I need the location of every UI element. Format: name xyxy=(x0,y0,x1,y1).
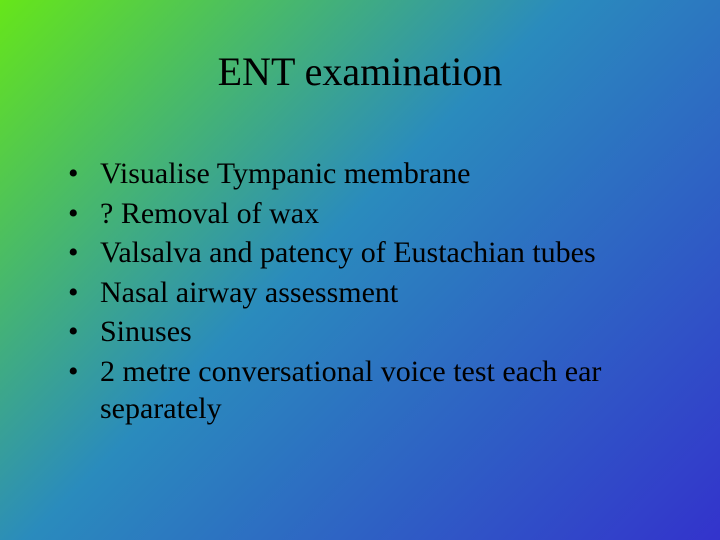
list-item: Valsalva and patency of Eustachian tubes xyxy=(60,234,670,272)
list-item: 2 metre conversational voice test each e… xyxy=(60,353,670,428)
list-item: ? Removal of wax xyxy=(60,195,670,233)
list-item: Sinuses xyxy=(60,313,670,351)
list-item: Nasal airway assessment xyxy=(60,274,670,312)
list-item: Visualise Tympanic membrane xyxy=(60,155,670,193)
slide-content: Visualise Tympanic membrane ? Removal of… xyxy=(0,95,720,428)
bullet-list: Visualise Tympanic membrane ? Removal of… xyxy=(60,155,670,428)
slide-title: ENT examination xyxy=(0,0,720,95)
slide: ENT examination Visualise Tympanic membr… xyxy=(0,0,720,540)
